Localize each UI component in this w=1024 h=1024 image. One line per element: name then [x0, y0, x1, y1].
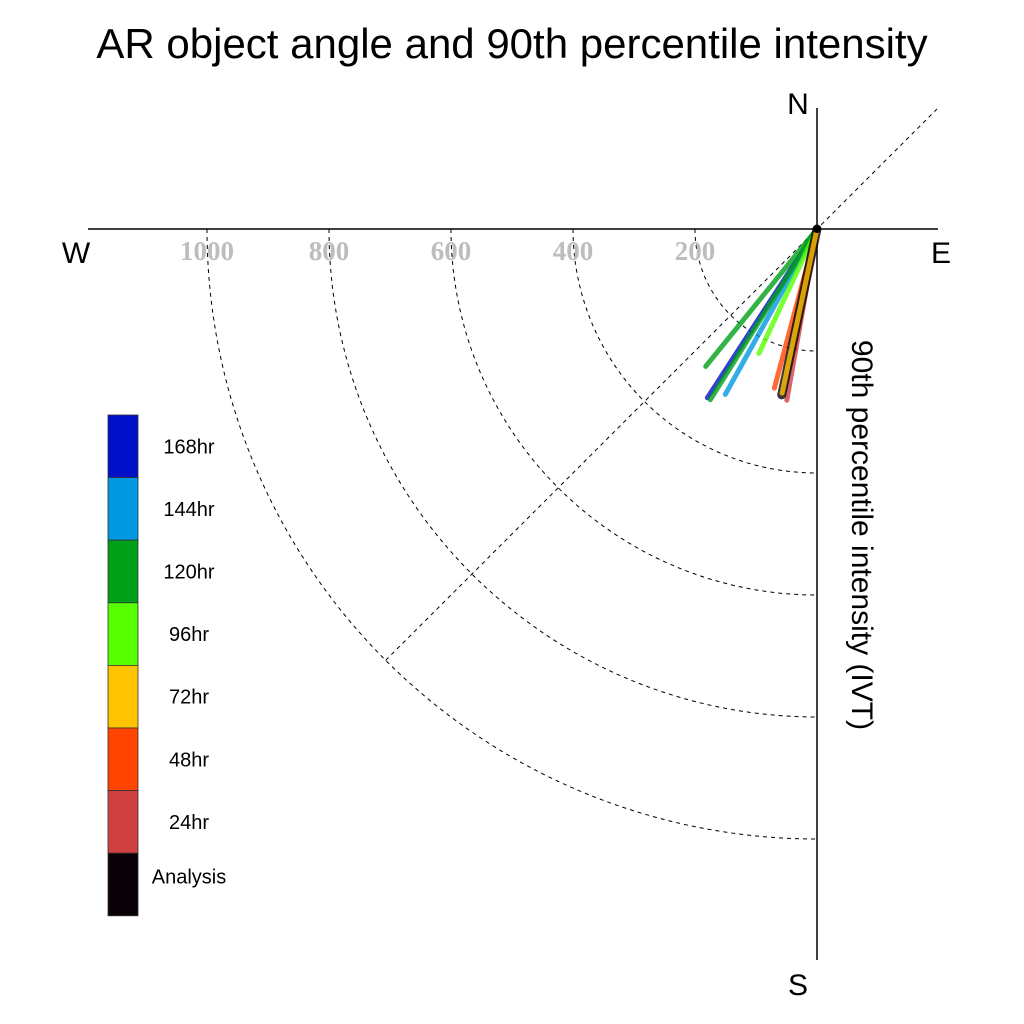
tick-label-600: 600: [431, 236, 472, 266]
legend-label-72hr: 72hr: [169, 687, 209, 709]
tick-label-400: 400: [553, 236, 594, 266]
legend-swatch-72hr: [107, 665, 139, 729]
tick-label-1000: 1000: [180, 236, 234, 266]
origin-dot: [813, 225, 821, 233]
legend: 168hr 144hr 120hr 96hr 72hr 48hr 24hr Analysis: [107, 414, 226, 917]
radial-circle-1000: [206, 228, 818, 840]
chart-title: AR object angle and 90th percentile inte…: [96, 20, 927, 67]
radial-circle-200: [694, 228, 818, 352]
radial-circle-600: [450, 228, 818, 596]
compass-north: N: [787, 88, 809, 121]
legend-label-144hr: 144hr: [163, 499, 214, 521]
polar-grid: [206, 108, 938, 840]
legend-label-24hr: 24hr: [169, 812, 209, 834]
legend-swatch-120hr: [107, 539, 139, 604]
vector-120hr-2: [703, 226, 820, 369]
vector-72hr-8: [779, 226, 820, 396]
legend-swatch-96hr: [107, 602, 139, 666]
legend-label-analysis: Analysis: [152, 867, 226, 889]
compass-west: W: [62, 237, 91, 270]
legend-swatch-analysis: [107, 852, 139, 917]
compass-east: E: [931, 237, 951, 270]
tick-label-800: 800: [309, 236, 350, 266]
vector-series: [703, 224, 822, 403]
compass-south: S: [788, 969, 808, 1002]
legend-label-168hr: 168hr: [163, 436, 214, 458]
legend-label-96hr: 96hr: [169, 624, 209, 646]
radial-circle-800: [328, 228, 818, 718]
legend-swatch-144hr: [107, 477, 139, 541]
legend-swatch-24hr: [107, 790, 139, 854]
vector-96hr-4: [756, 226, 820, 356]
diagonal-guide: [385, 108, 938, 661]
vector-120hr-3: [707, 226, 820, 403]
tick-label-200: 200: [675, 236, 716, 266]
legend-label-120hr: 120hr: [163, 562, 214, 584]
legend-swatch-168hr: [107, 414, 139, 478]
legend-label-48hr: 48hr: [169, 749, 209, 771]
y-axis-label: 90th percentile intensity (IVT): [845, 340, 878, 730]
radial-tick-labels: 200 400 600 800 1000: [180, 236, 715, 266]
legend-swatch-48hr: [107, 727, 139, 791]
